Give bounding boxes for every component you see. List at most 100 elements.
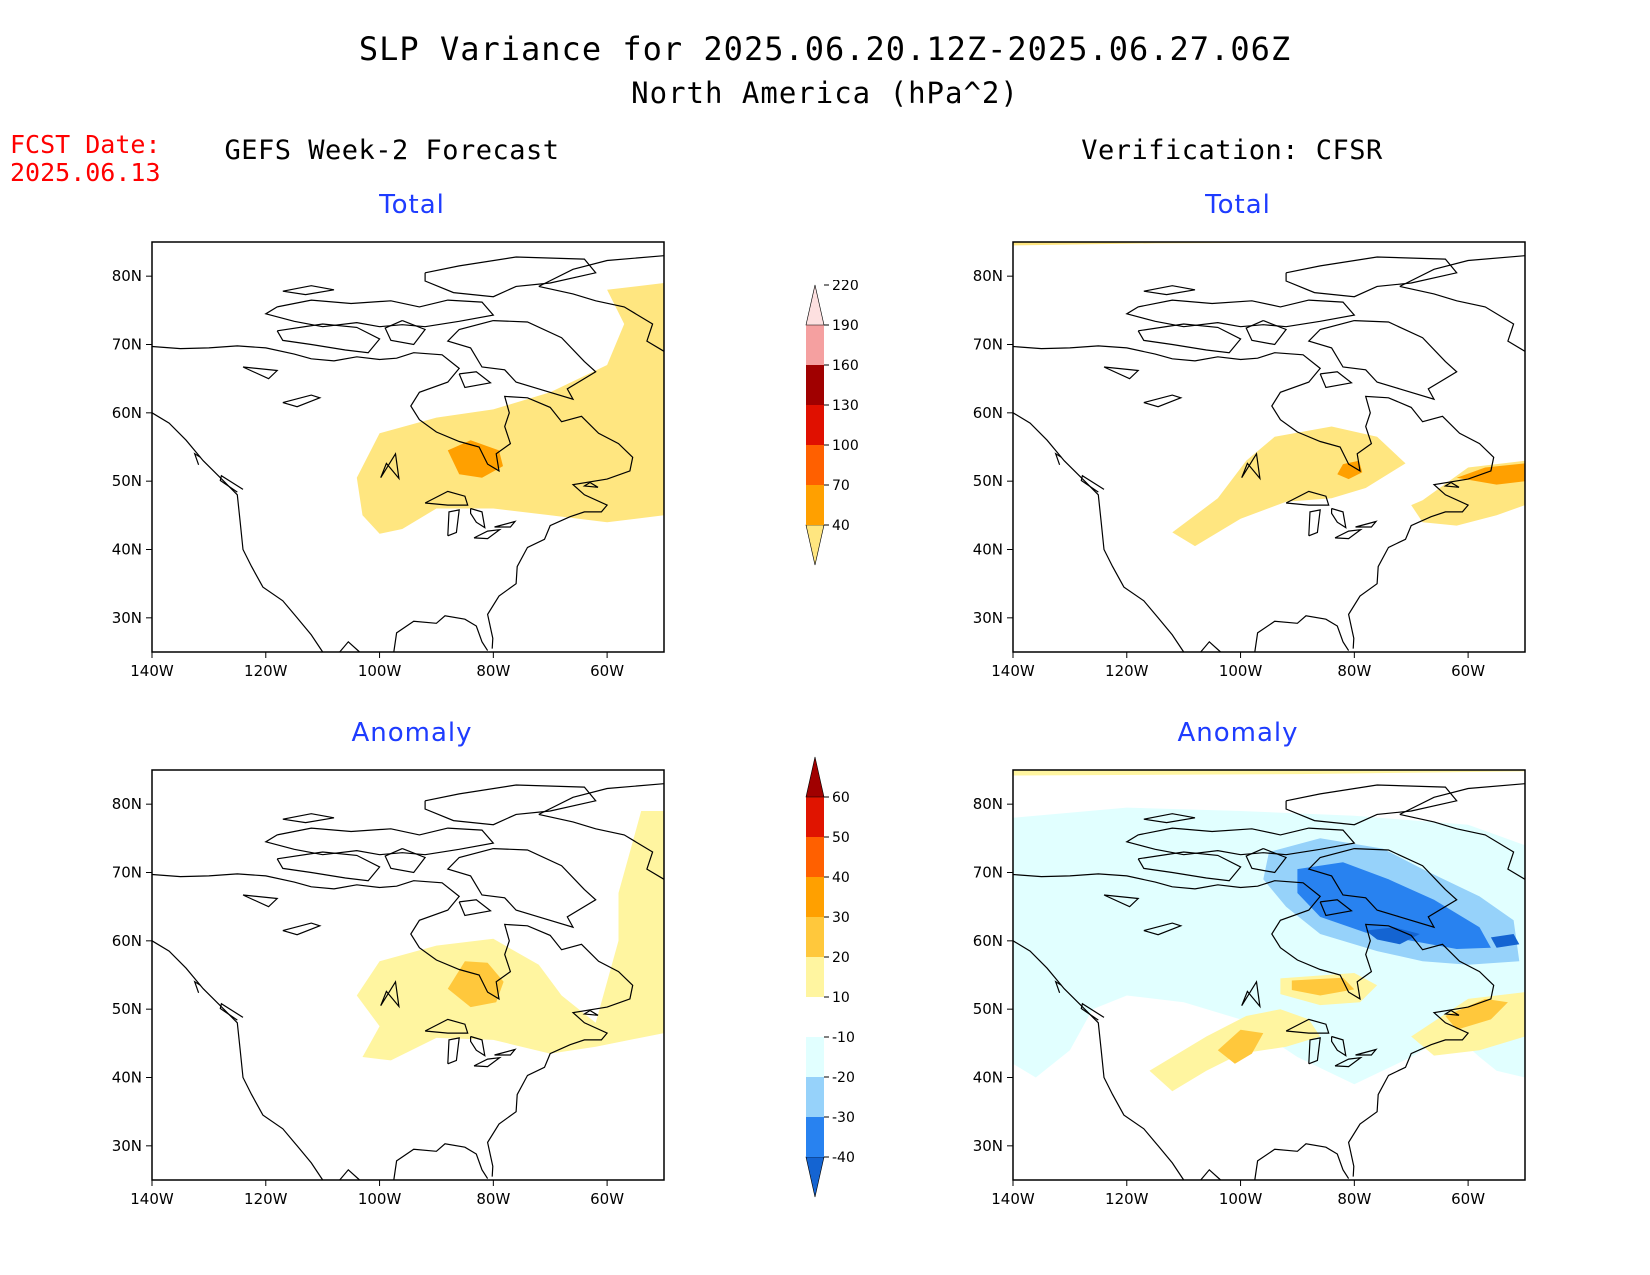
lon-tick-label: 140W — [991, 1190, 1035, 1208]
coastline — [1012, 255, 1526, 653]
shaded-region — [1456, 463, 1525, 485]
figure-title: SLP Variance for 2025.06.20.12Z-2025.06.… — [358, 30, 1292, 68]
colorbar-label: -20 — [832, 1070, 855, 1086]
forecast-anomaly-plot: 80N 70N 60N 50N 40N 30N 140W 120W 100W 80W 60W — [112, 769, 665, 1208]
lon-tick-label: 60W — [1451, 662, 1485, 680]
colorbar-segment — [806, 485, 824, 525]
forecast-total-title: Total — [379, 190, 445, 220]
colorbar-label: 160 — [832, 358, 859, 374]
anomaly-colorbar: -40 -30 -20 -10 10 20 30 40 50 60 — [790, 752, 870, 1206]
figure-subtitle: North America (hPa^2) — [631, 76, 1019, 110]
colorbar-label: 130 — [832, 398, 859, 414]
colorbar-label: 60 — [832, 790, 850, 806]
lat-tick-label: 70N — [112, 336, 142, 354]
coastline — [1012, 783, 1526, 1181]
shaded-region — [1013, 770, 1525, 776]
colorbar-segment — [806, 917, 824, 957]
shaded-region — [1337, 460, 1363, 480]
shaded-region — [356, 811, 664, 1061]
colorbar-label: 190 — [832, 318, 859, 334]
verification-total-title: Total — [1205, 190, 1271, 220]
colorbar-segment — [806, 405, 824, 445]
lat-tick-label: 80N — [973, 267, 1003, 285]
lon-tick-label: 140W — [130, 662, 174, 680]
verification-anomaly-title: Anomaly — [1177, 718, 1299, 748]
lon-tick-label: 60W — [590, 1190, 624, 1208]
colorbar-label: 40 — [832, 518, 850, 534]
lat-tick-label: 80N — [112, 267, 142, 285]
total-colorbar-svg: 40 70 100 130 160 190 220 — [805, 278, 859, 566]
lon-tick-label: 120W — [244, 1190, 288, 1208]
colorbar-segment — [805, 284, 825, 326]
colorbar-segment — [806, 325, 824, 365]
lat-tick-label: 40N — [112, 1069, 142, 1087]
colorbar-segment — [806, 797, 824, 837]
colorbar-segment — [806, 997, 824, 1037]
lat-tick-label: 60N — [112, 932, 142, 950]
colorbar-label: 10 — [832, 990, 850, 1006]
lon-tick-label: 100W — [1219, 1190, 1263, 1208]
map-frame — [151, 769, 665, 1181]
lon-tick-label: 100W — [358, 662, 402, 680]
shaded-region — [447, 440, 503, 478]
shaded-region — [1445, 998, 1508, 1030]
forecast-anomaly-title: Anomaly — [351, 718, 473, 748]
lon-tick-label: 80W — [476, 1190, 510, 1208]
lat-tick-label: 60N — [973, 932, 1003, 950]
map-frame — [1012, 769, 1526, 1181]
map-frame — [1012, 241, 1526, 653]
colorbar-segment — [806, 1077, 824, 1117]
colorbar-label: 100 — [832, 438, 859, 454]
shaded-region — [1490, 934, 1520, 948]
colorbar-segment — [806, 445, 824, 485]
lat-tick-label: 80N — [112, 795, 142, 813]
lat-tick-label: 50N — [112, 472, 142, 490]
map-frame — [151, 241, 665, 653]
fcst-date-label: FCST Date: — [10, 130, 161, 159]
lat-tick-label: 70N — [973, 864, 1003, 882]
shaded-region — [1297, 862, 1491, 949]
anomaly-colorbar-svg: -40 -30 -20 -10 10 20 30 40 50 60 — [805, 756, 855, 1198]
colorbar-label: 20 — [832, 950, 850, 966]
lon-tick-label: 60W — [590, 662, 624, 680]
colorbar-segment — [806, 1037, 824, 1077]
colorbar-segment — [806, 877, 824, 917]
shaded-region — [1013, 242, 1269, 246]
shaded-region — [1365, 927, 1420, 945]
lat-tick-label: 30N — [112, 1137, 142, 1155]
lat-tick-label: 30N — [973, 1137, 1003, 1155]
coastline — [151, 783, 665, 1181]
shaded-region — [1172, 426, 1406, 547]
colorbar-label: 220 — [832, 280, 859, 294]
colorbar-label: -40 — [832, 1150, 855, 1166]
lon-tick-label: 80W — [1337, 1190, 1371, 1208]
shaded-region — [447, 961, 504, 1008]
lat-tick-label: 80N — [973, 795, 1003, 813]
forecast-total-plot: 80N 70N 60N 50N 40N 30N 140W 120W 100W 80W 60W — [112, 241, 665, 680]
colorbar-segment — [806, 837, 824, 877]
colorbar-label: 50 — [832, 830, 850, 846]
lat-tick-label: 60N — [112, 404, 142, 422]
lat-tick-label: 40N — [973, 541, 1003, 559]
total-colorbar: 40 70 100 130 160 190 220 — [790, 278, 870, 574]
lat-tick-label: 40N — [112, 541, 142, 559]
lon-tick-label: 100W — [358, 1190, 402, 1208]
lat-tick-label: 70N — [112, 864, 142, 882]
colorbar-label: 40 — [832, 870, 850, 886]
colorbar-segment — [805, 1156, 825, 1198]
lat-tick-label: 30N — [112, 609, 142, 627]
shaded-region — [1217, 1029, 1264, 1064]
colorbar-segment — [806, 1117, 824, 1157]
lat-tick-label: 40N — [973, 1069, 1003, 1087]
coastline — [151, 255, 665, 653]
fcst-date-value: 2025.06.13 — [10, 158, 161, 187]
lon-tick-label: 140W — [991, 662, 1035, 680]
lon-tick-label: 80W — [476, 662, 510, 680]
lon-tick-label: 60W — [1451, 1190, 1485, 1208]
lat-tick-label: 50N — [973, 1000, 1003, 1018]
colorbar-segment — [805, 524, 825, 566]
lat-tick-label: 50N — [973, 472, 1003, 490]
lat-tick-label: 70N — [973, 336, 1003, 354]
lat-tick-label: 50N — [112, 1000, 142, 1018]
colorbar-segment — [806, 365, 824, 405]
